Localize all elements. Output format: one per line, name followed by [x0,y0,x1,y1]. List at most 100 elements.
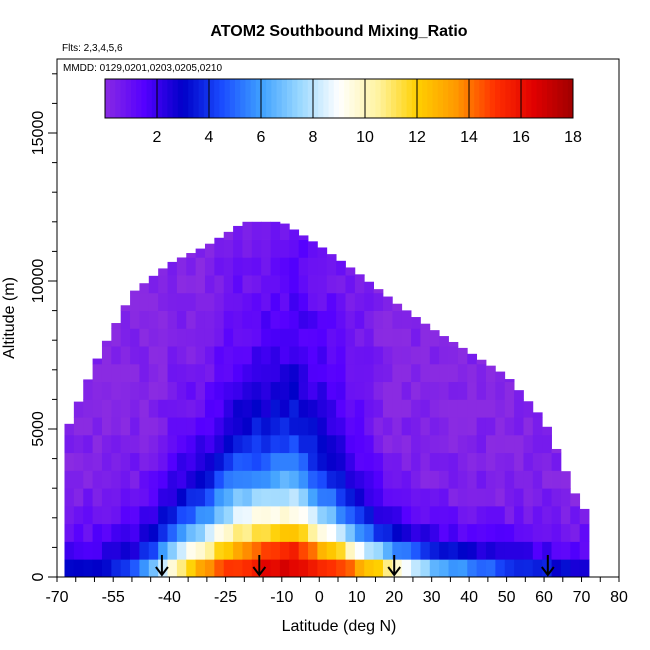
heatmap-cell [261,328,271,347]
heatmap-cell [158,268,168,276]
heatmap-cell [270,292,281,311]
heatmap-cell [139,417,150,436]
heatmap-cell [186,257,197,276]
heatmap-cell [111,505,122,525]
heatmap-cell [542,470,552,489]
heatmap-cell [289,399,300,418]
heatmap-cell [439,452,449,471]
heatmap-cell [289,470,300,489]
heatmap-cell [401,417,412,436]
heatmap-cell [476,541,487,560]
heatmap-cell [467,452,478,471]
heatmap-cell [532,417,543,436]
heatmap-cell [92,452,103,471]
heatmap-cell [336,505,346,525]
heatmap-cell [214,239,225,258]
colorbar-segment [422,79,428,118]
colorbar: 2 4 6 8 10 12 14 16 18 [104,78,582,146]
heatmap-cell [373,541,384,560]
heatmap-cell [223,399,234,418]
colorbar-segment [541,79,548,118]
heatmap-cell [392,381,403,400]
heatmap-cell [261,310,271,329]
heatmap-cell [317,381,328,400]
heatmap-cell [148,434,159,454]
heatmap-cell [195,541,206,560]
heatmap-cell [101,541,112,560]
heatmap-cell [279,381,290,400]
heatmap-cell [308,310,318,329]
heatmap-cell [176,505,187,525]
heatmap-cell [120,488,131,507]
heatmap-cell [261,523,271,542]
heatmap-cell [326,381,337,400]
heatmap-cell [64,505,75,525]
y-tick-label: 10000 [30,259,47,304]
heatmap-cell [158,541,168,560]
heatmap-cell [326,541,337,560]
heatmap-cell [186,381,197,400]
heatmap-cell [457,541,468,560]
heatmap-cell [485,488,496,507]
colorbar-segment [453,79,459,118]
heatmap-cell [485,434,496,454]
heatmap-cell [345,363,356,383]
heatmap-cell [298,381,309,400]
heatmap-cell [308,399,318,418]
heatmap-cell [345,417,356,436]
heatmap-cell [279,434,290,454]
heatmap-cell [504,523,515,542]
heatmap-cell [251,417,262,436]
heatmap-cell [467,559,478,578]
heatmap-cell [186,541,197,560]
heatmap-cell [279,275,290,294]
heatmap-cell [560,559,571,578]
heatmap-cell [130,399,140,418]
heatmap-cell [523,523,534,542]
colorbar-segment [266,79,272,118]
heatmap-cell [261,257,271,276]
heatmap-cell [476,505,487,525]
heatmap-cell [186,310,197,329]
heatmap-cell [467,417,478,436]
heatmap-cell [242,488,253,507]
heatmap-cell [448,381,459,400]
heatmap-cell [214,541,225,560]
heatmap-cell [354,470,365,489]
heatmap-cell [195,257,206,276]
heatmap-cell [439,336,449,347]
heatmap-cell [523,541,534,560]
heatmap-cell [401,399,412,418]
colorbar-segment [255,79,262,118]
heatmap-cell [326,523,337,542]
heatmap-cell [148,452,159,471]
heatmap-cell [382,488,393,507]
heatmap-cell [429,434,440,454]
colorbar-segment [323,79,329,118]
heatmap-cell [101,381,112,400]
chart-title: ATOM2 Southbound Mixing_Ratio [210,23,467,40]
heatmap-cell [326,559,337,578]
heatmap-cell [186,559,197,578]
colorbar-segment [557,79,563,118]
heatmap-cell [560,523,571,542]
heatmap-cell [176,399,187,418]
colorbar-segment [349,79,355,118]
heatmap-cell [420,434,431,454]
heatmap-cell [289,292,300,311]
heatmap-cell [382,470,393,489]
colorbar-segment [354,79,361,118]
heatmap-cell [476,363,487,383]
heatmap-cell [429,559,440,578]
heatmap-cell [120,523,131,542]
heatmap-cell [457,399,468,418]
heatmap-cell [223,470,234,489]
heatmap-cell [401,328,412,347]
heatmap-cell [467,363,478,383]
heatmap-cell [92,559,103,578]
heatmap-cell [373,292,384,311]
heatmap-cell [336,363,346,383]
heatmap-cell [298,292,309,311]
heatmap-cell [92,523,103,542]
heatmap-cell [570,559,581,578]
